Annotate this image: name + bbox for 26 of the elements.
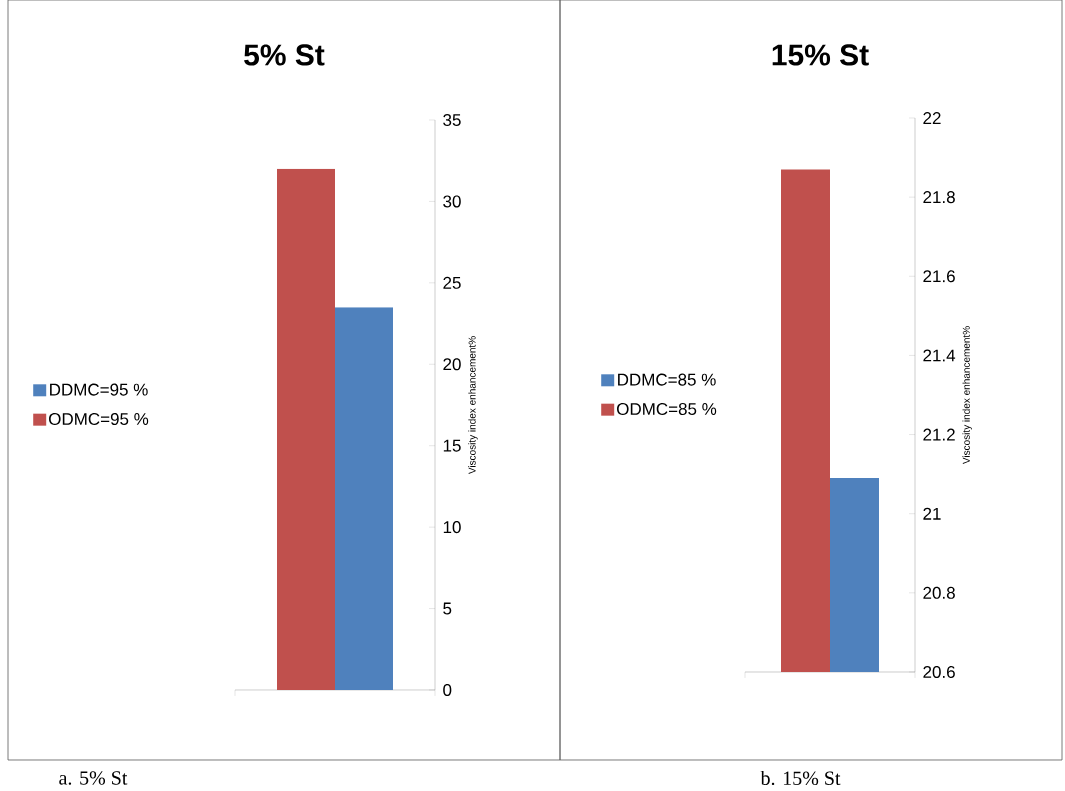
y-tick-label: 10: [443, 521, 461, 534]
legend-label: DDMC=85 %: [618, 373, 716, 386]
y-tick-label: 0: [443, 683, 452, 697]
y-tick-label: 21: [923, 507, 941, 520]
text: a. 5% St: [59, 771, 128, 785]
y-tick-label: 15: [443, 439, 461, 452]
y-tick-label: 30: [443, 195, 461, 208]
y-tick-label: 20: [443, 358, 461, 371]
legend-label: ODMC=95 %: [49, 412, 149, 426]
y-tick-label: 21.6: [923, 270, 955, 283]
y-tick-label: 20.8: [923, 586, 955, 599]
y-tick-label: 35: [443, 113, 461, 127]
y-tick-label: 20.6: [923, 665, 955, 679]
y-tick-label: 25: [443, 276, 461, 289]
y-axis-title: Viscosity index enhancement%: [962, 326, 972, 465]
y-tick-label: 21.8: [923, 191, 955, 204]
chart-title: 5% St: [244, 44, 325, 66]
y-tick-label: 5: [443, 602, 452, 615]
y-tick-label: 22: [923, 112, 941, 124]
legend-label: DDMC=95 %: [50, 383, 148, 396]
text: b. 15% St: [760, 770, 841, 786]
y-tick-label: 21.2: [923, 428, 955, 441]
chart-title: 15% St: [772, 44, 869, 66]
y-axis-title: Viscosity index enhancement%: [468, 336, 478, 475]
y-tick-label: 21.4: [923, 349, 956, 362]
legend-label: ODMC=85 %: [617, 402, 717, 416]
